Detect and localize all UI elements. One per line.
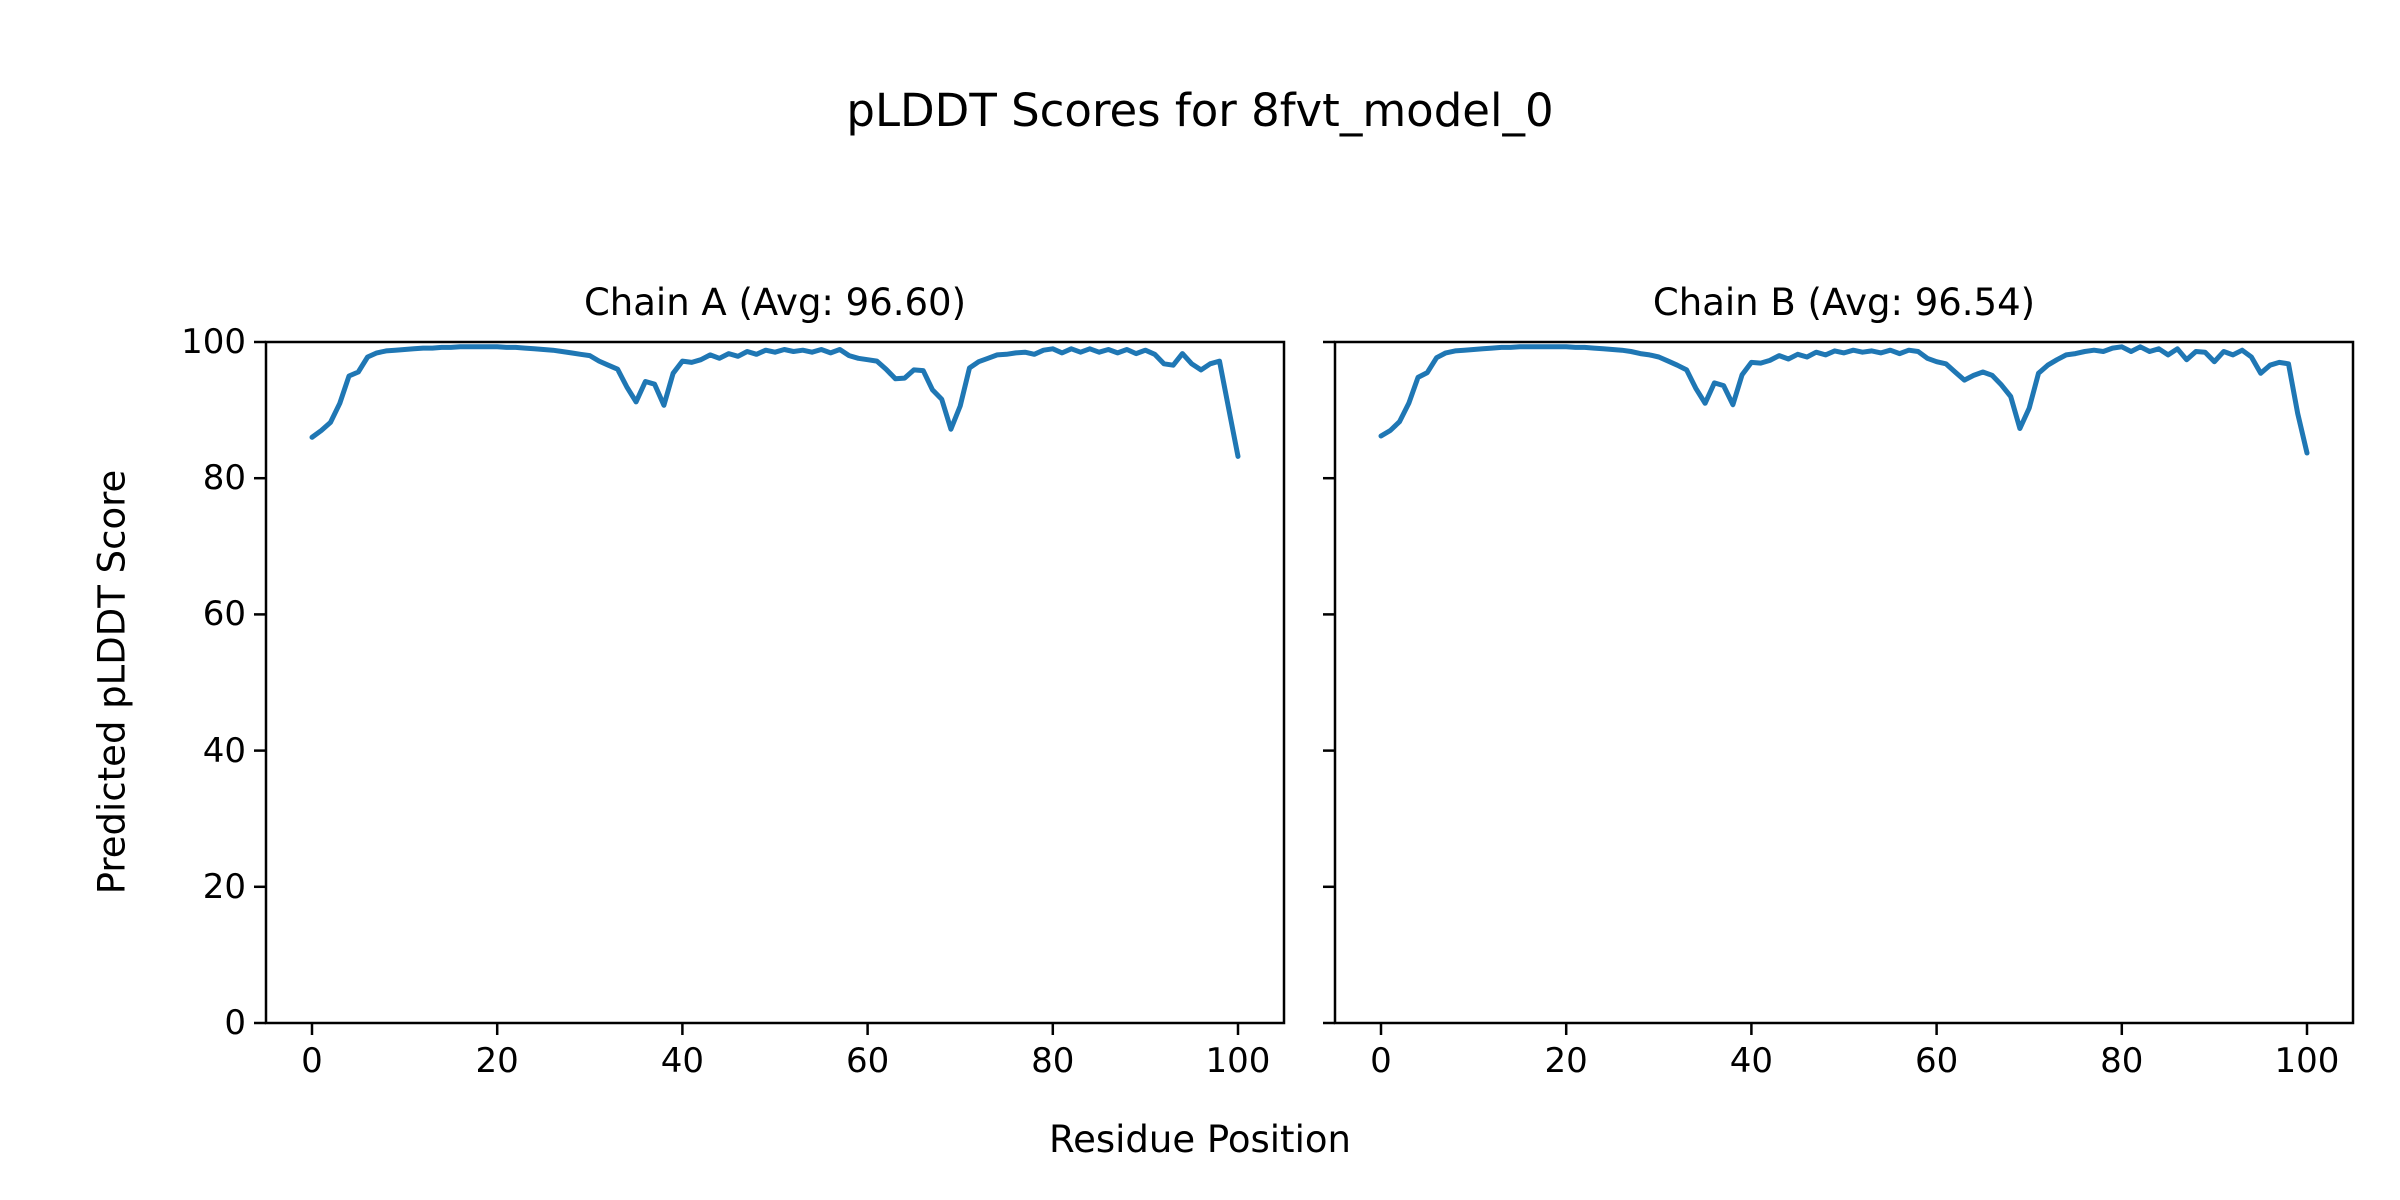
x-tick-label: 20 <box>475 1041 519 1081</box>
chain-b-plot <box>1323 340 2355 1035</box>
chain-b-title: Chain B (Avg: 96.54) <box>1652 281 2036 324</box>
x-tick-label: 20 <box>1544 1041 1588 1081</box>
y-tick-label: 20 <box>202 866 246 907</box>
y-tick-label: 60 <box>202 594 246 635</box>
x-axis-label: Residue Position <box>1049 1118 1351 1161</box>
y-axis-label: Predicted pLDDT Score <box>90 469 134 895</box>
x-tick-label: 100 <box>2274 1041 2340 1081</box>
chain-a-plot <box>254 340 1286 1035</box>
y-tick-label: 80 <box>202 458 246 499</box>
x-tick-label: 40 <box>1729 1041 1774 1081</box>
chain-a-title: Chain A (Avg: 96.60) <box>583 281 967 324</box>
chain-a-plot-border <box>264 340 1286 1025</box>
chain-b-plot-border <box>1333 340 2355 1025</box>
y-tick-label: 0 <box>224 1003 246 1043</box>
chain-a-axis-ticks <box>254 340 1240 1035</box>
y-tick-label: 40 <box>202 730 246 771</box>
x-tick-label: 80 <box>1031 1041 1075 1081</box>
x-tick-label: 40 <box>660 1041 705 1081</box>
x-tick-label: 60 <box>845 1041 890 1081</box>
x-tick-label: 0 <box>301 1041 323 1081</box>
chain-b-axis-ticks <box>1323 340 2309 1035</box>
x-tick-label: 80 <box>2100 1041 2144 1081</box>
chain-b-plddt-line <box>1378 344 2310 456</box>
x-tick-label: 60 <box>1914 1041 1959 1081</box>
figure-title: pLDDT Scores for 8fvt_model_0 <box>846 84 1554 137</box>
x-tick-label: 0 <box>1370 1041 1392 1081</box>
y-tick-label: 100 <box>181 322 246 362</box>
x-tick-label: 100 <box>1205 1041 1271 1081</box>
chain-a-plddt-line <box>309 344 1241 459</box>
